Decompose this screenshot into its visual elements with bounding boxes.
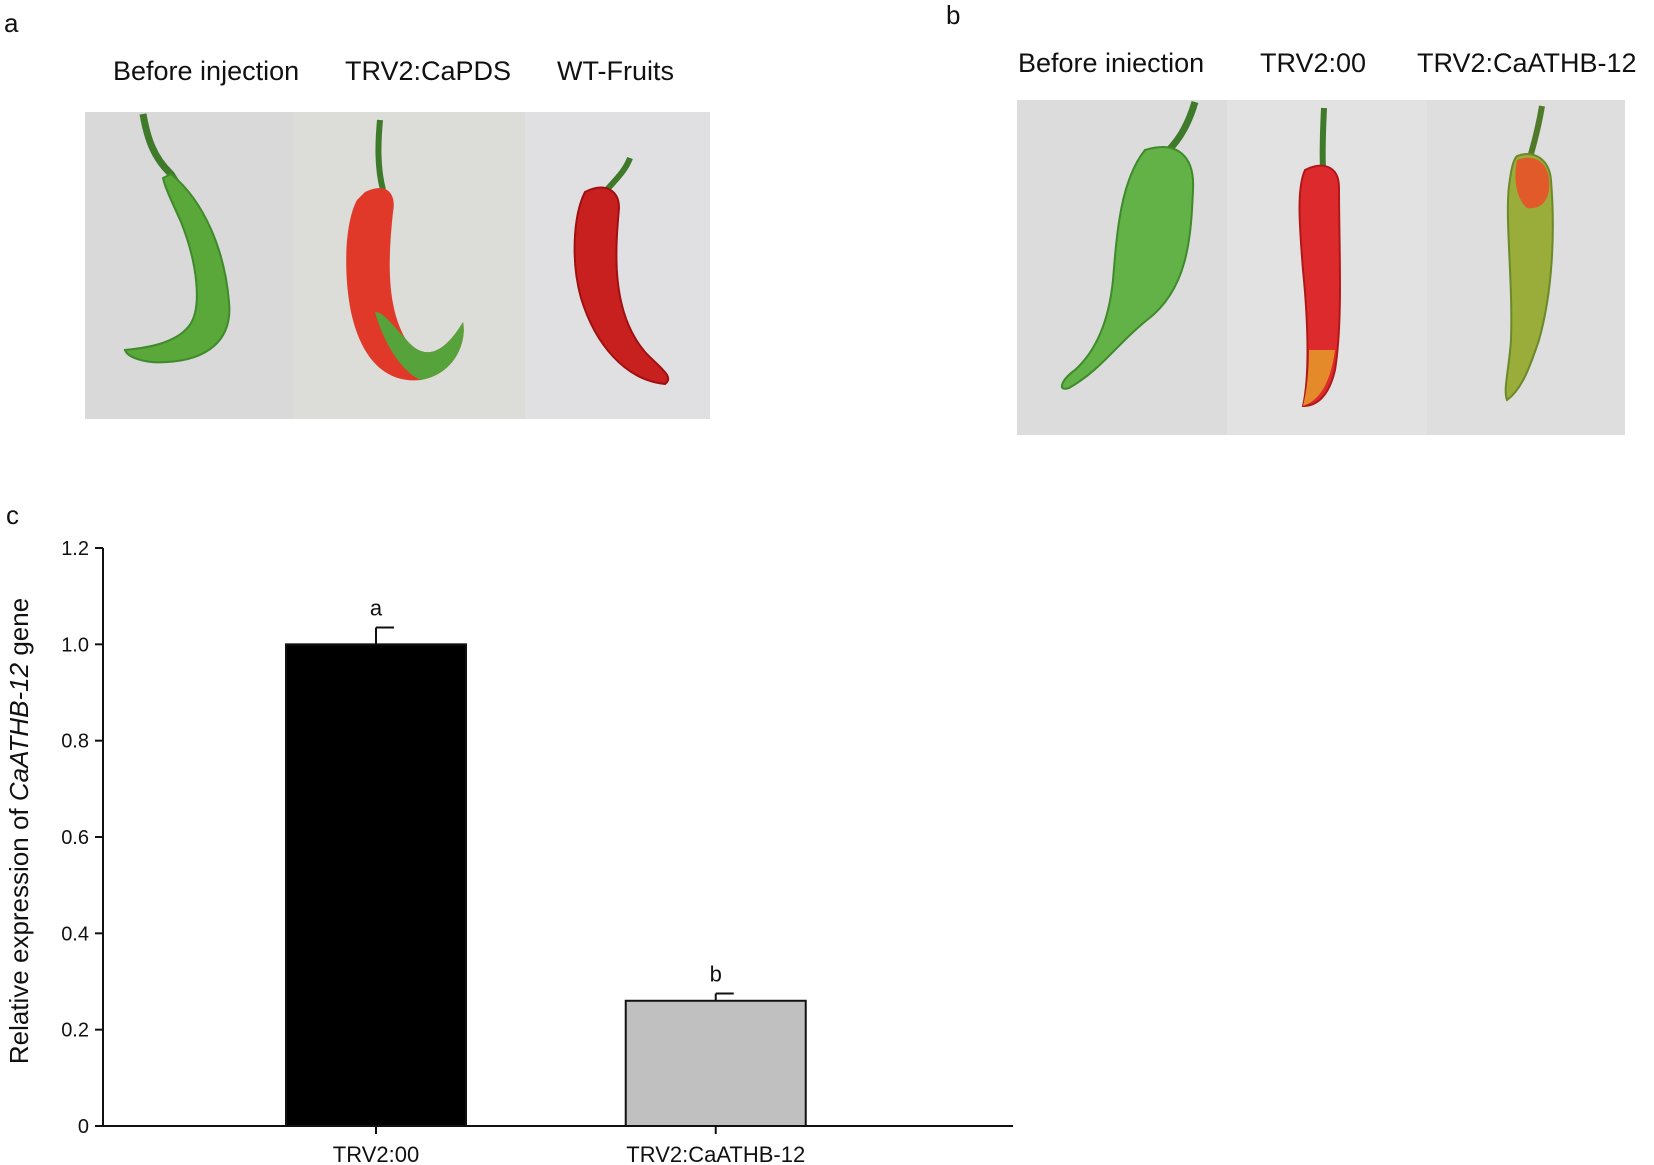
x-tick-label: TRV2:00 [333,1142,419,1165]
y-tick-label: 0.2 [61,1020,89,1042]
red-pepper-image-b [1298,107,1341,408]
y-axis-label-suffix: gene [4,598,34,663]
y-tick-label: 0.8 [61,731,89,753]
label-trv2-caathb12-photo: TRV2:CaATHB-12 [1417,48,1637,78]
y-axis-label-prefix: Relative expression of [4,801,34,1064]
bar-2 [624,999,807,1127]
red-pepper-image [573,156,670,386]
y-axis-label-gene: CaATHB-12 [4,662,34,801]
silenced-pepper-image-b [1504,105,1554,402]
panel-b-fruit-photos [1017,100,1625,435]
label-before-injection-b: Before iniection [1018,48,1205,78]
y-tick-label: 0 [78,1116,89,1138]
bar-1 [285,643,467,1127]
y-tick-label: 0.6 [61,827,89,849]
panel-a-fruit-photos [85,112,710,419]
panel-c-letter: c [6,500,19,530]
panel-a-letter: a [4,8,19,38]
y-tick-label: 0.4 [61,923,89,945]
label-trv2-00-photo: TRV2:00 [1260,48,1367,78]
label-trv2-capds: TRV2:CaPDS [345,56,512,86]
panel-b-letter: b [946,0,961,30]
y-tick-label: 1.2 [61,538,89,560]
green-pepper-image-b [1060,100,1199,390]
green-pepper-image [123,113,231,364]
label-before-injection-a: Before injection [113,56,300,86]
x-tick-label: TRV2:CaATHB-12 [626,1142,805,1165]
label-wt-fruits: WT-Fruits [557,56,674,86]
y-axis-label: Relative expression of CaATHB-12 gene [4,598,34,1064]
svg-text:Relative expression of CaATHB-: Relative expression of CaATHB-12 gene [4,598,34,1064]
significance-label-2: b [710,962,722,987]
y-tick-label: 1.0 [61,634,89,656]
expression-bar-chart: Relative expression of CaATHB-12 gene 0 0… [4,538,1013,1165]
half-ripe-pepper-image [346,119,464,381]
significance-label-1: a [370,595,383,620]
